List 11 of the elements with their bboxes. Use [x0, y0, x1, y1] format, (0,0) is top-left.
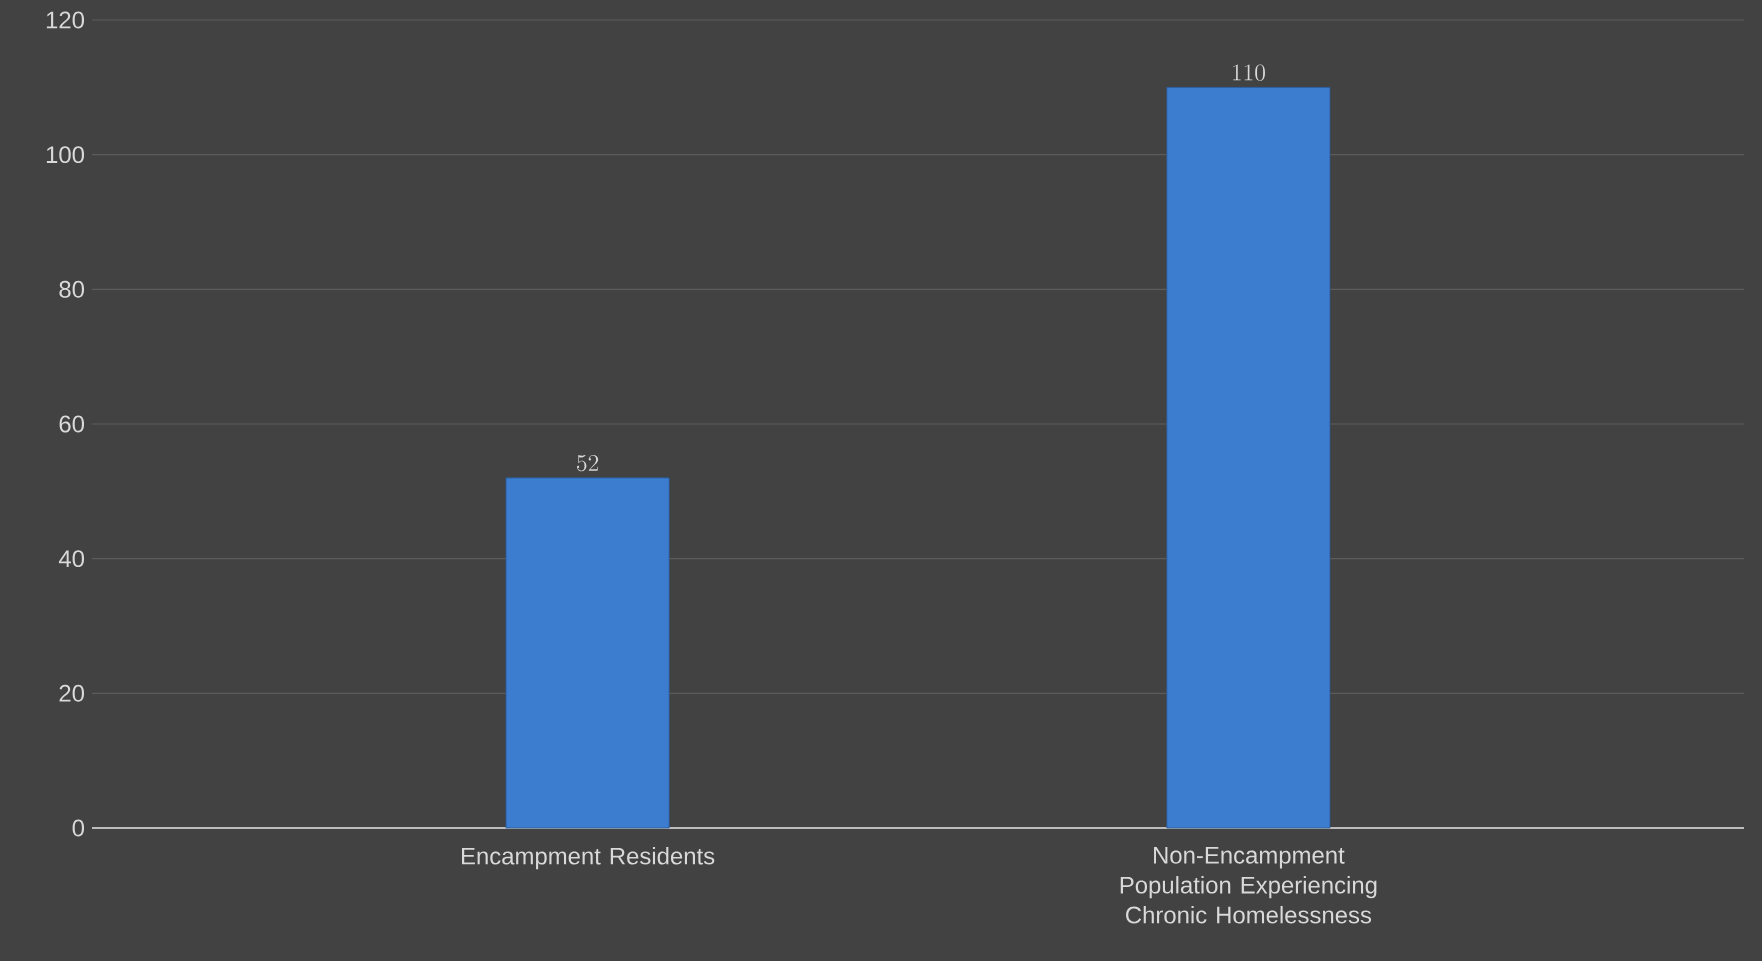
- y-tick-label: 100: [46, 146, 85, 164]
- data-label: 110: [1233, 64, 1265, 81]
- y-tick-label: 0: [72, 819, 85, 837]
- y-tick-label: 20: [59, 684, 85, 702]
- x-tick-label: Non-Encampment Population Experiencing Chronic Homelessness: [1120, 847, 1377, 924]
- y-tick-label: 60: [59, 415, 85, 433]
- y-tick-label: 80: [59, 280, 85, 298]
- y-tick-label: 120: [46, 11, 85, 29]
- x-tick-label: Encampment Residents: [461, 847, 715, 870]
- data-label: 52: [577, 454, 599, 472]
- y-tick-label: 40: [58, 550, 85, 568]
